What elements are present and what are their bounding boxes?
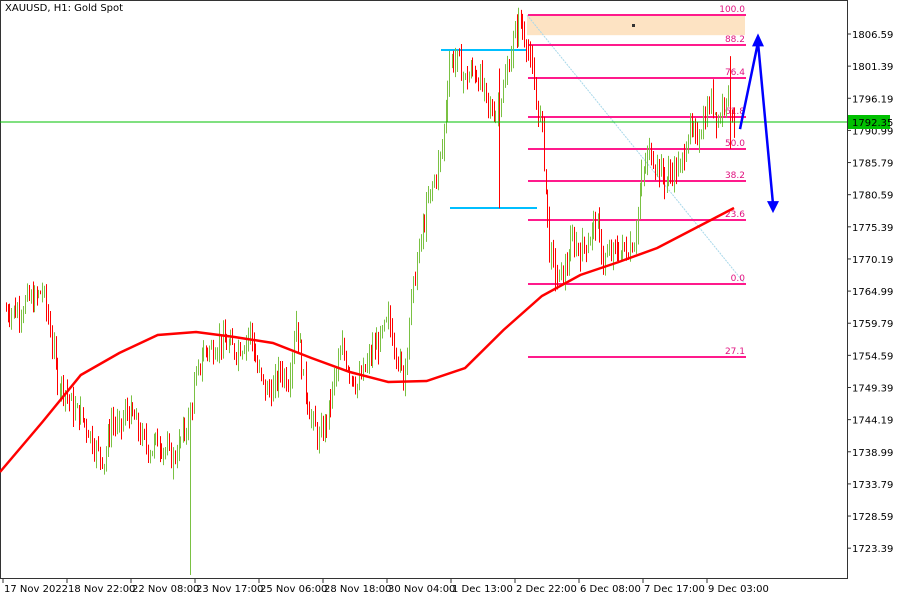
y-tick-label: 1749.39 — [852, 383, 893, 394]
x-tick-label: 28 Nov 18:00 — [324, 584, 391, 595]
price-bars — [6, 7, 735, 480]
x-tick-label: 9 Dec 03:00 — [708, 584, 769, 595]
fib-level-label: 50.0 — [725, 139, 745, 149]
x-tick-label: 18 Nov 22:00 — [68, 584, 135, 595]
y-tick-label: 1728.59 — [852, 512, 893, 523]
current-price-badge — [848, 115, 890, 130]
y-tick-label: 1785.79 — [852, 159, 893, 170]
x-tick-label: 17 Nov 2022 — [4, 584, 68, 595]
arrow-head-up — [752, 33, 764, 47]
fib-trendline — [526, 14, 746, 285]
x-tick-label: 30 Nov 04:00 — [388, 584, 455, 595]
y-tick-label: 1738.99 — [852, 448, 893, 459]
fib-level-label: 61.8 — [725, 107, 745, 117]
fib-level-label: 76.4 — [725, 68, 745, 78]
y-tick-label: 1801.39 — [852, 62, 893, 73]
y-tick-label: 1733.79 — [852, 480, 893, 491]
y-tick-label: 1770.19 — [852, 255, 893, 266]
zone-handle — [632, 24, 635, 27]
y-tick-label: 1759.79 — [852, 319, 893, 330]
y-tick-label: 1764.99 — [852, 287, 893, 298]
chart-title: XAUUSD, H1: Gold Spot — [5, 3, 124, 14]
y-tick-label: 1780.59 — [852, 191, 893, 202]
x-tick-label: 23 Nov 17:00 — [196, 584, 263, 595]
fib-level-label: 27.1 — [725, 347, 745, 357]
arrow-head-down — [767, 201, 779, 214]
y-tick-label: 1806.59 — [852, 30, 893, 41]
x-tick-label: 7 Dec 17:00 — [644, 584, 705, 595]
x-tick-label: 2 Dec 22:00 — [516, 584, 577, 595]
y-tick-label: 1775.39 — [852, 223, 893, 234]
fib-level-label: 88.2 — [725, 35, 745, 45]
plot-frame — [0, 0, 848, 579]
current-price-label: 1792.35 — [852, 118, 893, 129]
x-tick-label: 1 Dec 13:00 — [452, 584, 513, 595]
fib-level-label: 100.0 — [719, 5, 745, 15]
y-tick-label: 1790.99 — [852, 126, 893, 137]
fib-level-label: 23.6 — [725, 210, 745, 220]
fib-level-label: 0.0 — [731, 274, 746, 284]
y-tick-label: 1744.19 — [852, 416, 893, 427]
y-tick-label: 1754.59 — [852, 351, 893, 362]
y-tick-label: 1723.39 — [852, 544, 893, 555]
y-tick-label: 1796.19 — [852, 94, 893, 105]
x-tick-label: 25 Nov 06:00 — [260, 584, 327, 595]
x-tick-label: 6 Dec 08:00 — [580, 584, 641, 595]
x-tick-label: 22 Nov 08:00 — [132, 584, 199, 595]
supply-zone — [527, 15, 745, 36]
moving-average-line — [0, 206, 735, 473]
fib-level-label: 38.2 — [725, 171, 745, 181]
